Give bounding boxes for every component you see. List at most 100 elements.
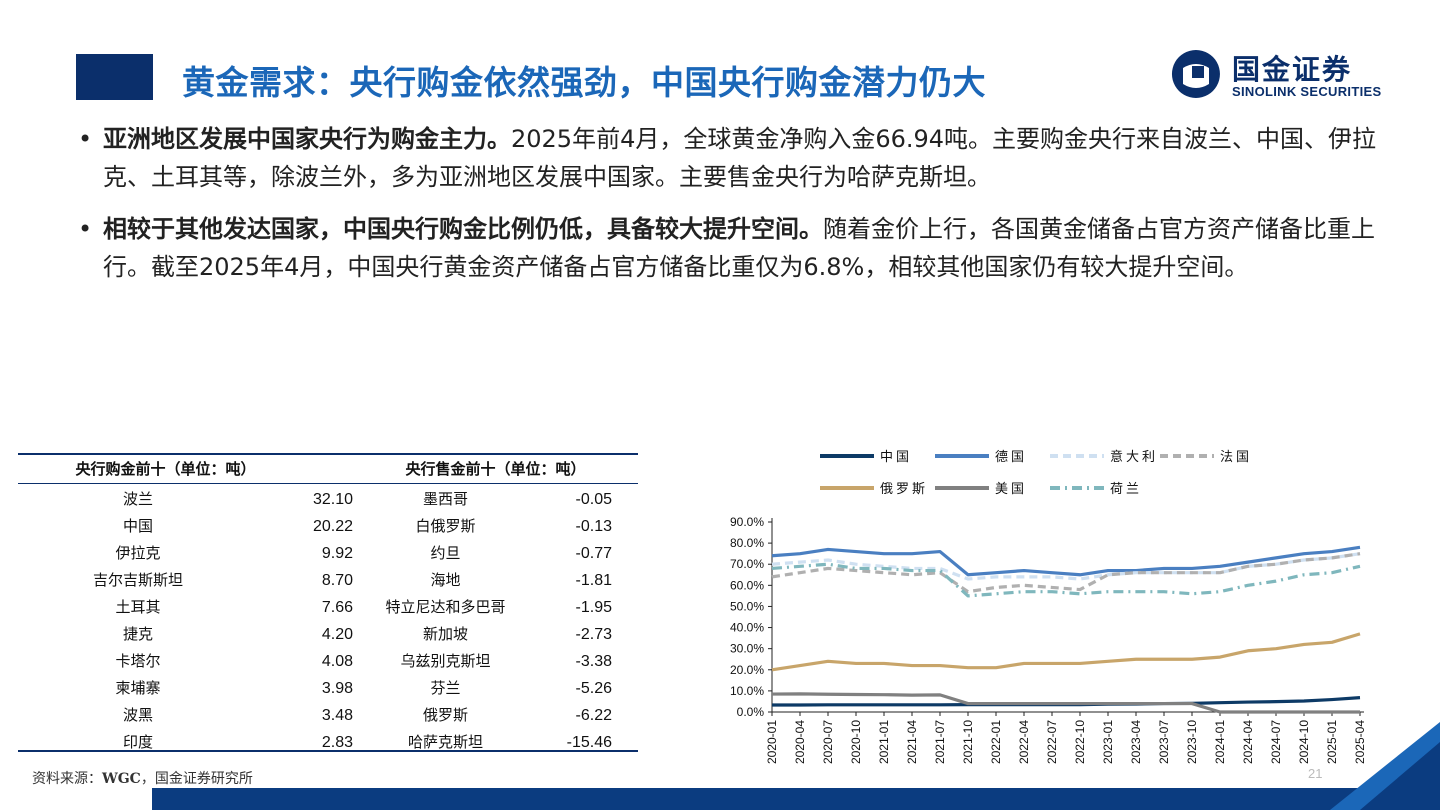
seller-name: 海地 (430, 571, 461, 589)
sell-value: -1.81 (575, 572, 612, 589)
sell-header: 央行售金前十（单位：吨） (405, 460, 586, 478)
seller-name: 乌兹别克斯坦 (400, 652, 491, 670)
source-bold: WGC (102, 771, 141, 787)
gold-reserve-share-chart: 0.0% 10.0% 20.0% 30.0% 40.0% 50.0% 60.0% 70.0% 8… (700, 438, 1380, 788)
sell-value: -0.05 (575, 491, 612, 508)
table-row: 印度 2.83 哈萨克斯坦 -15.46 (18, 729, 638, 756)
y-tick-label: 0.0% (737, 705, 765, 719)
seller-name: 白俄罗斯 (415, 517, 476, 535)
y-tick-label: 10.0% (730, 684, 764, 698)
series-line (771, 545, 1361, 577)
sell-value: -0.13 (575, 518, 612, 535)
table-header-row: 央行购金前十（单位：吨） 央行售金前十（单位：吨） (18, 456, 638, 483)
bullet-item: • 相较于其他发达国家，中国央行购金比例仍低，具备较大提升空间。随着金价上行，各… (78, 210, 1378, 286)
buyer-name: 中国 (122, 517, 153, 535)
x-tick-label: 2021-10 (961, 720, 975, 764)
buyer-name: 卡塔尔 (115, 652, 161, 670)
series-line (771, 552, 1361, 581)
y-tick-label: 50.0% (730, 599, 764, 613)
bullet-bold-text: 亚洲地区发展中国家央行为购金主力。 (103, 125, 511, 153)
buy-value: 32.10 (312, 491, 353, 508)
table-row: 伊拉克 9.92 约旦 -0.77 (18, 540, 638, 567)
page-title: 黄金需求：央行购金依然强劲，中国央行购金潜力仍大 (182, 63, 986, 102)
bullet-text: 随着金价上行，各国黄金储备占官方资产储备比重上行。截至2025年4月，中国央行黄… (103, 215, 1375, 281)
table-row: 土耳其 7.66 特立尼达和多巴哥 -1.95 (18, 594, 638, 621)
bullet-item: • 亚洲地区发展中国家央行为购金主力。2025年前4月，全球黄金净购入金66.9… (78, 120, 1378, 196)
bullet-list: • 亚洲地区发展中国家央行为购金主力。2025年前4月，全球黄金净购入金66.9… (78, 120, 1378, 300)
buyer-name: 波黑 (122, 706, 153, 724)
sell-value: -5.26 (575, 680, 612, 697)
title-accent-block (76, 54, 153, 100)
x-tick-label: 2022-04 (1017, 720, 1031, 764)
x-tick-label: 2024-04 (1241, 720, 1255, 764)
x-tick-label: 2023-01 (1101, 720, 1115, 764)
series-line (771, 552, 1361, 594)
x-tick-label: 2023-04 (1129, 720, 1143, 764)
x-tick-label: 2024-07 (1269, 720, 1283, 764)
y-tick-label: 40.0% (730, 621, 764, 635)
x-tick-label: 2025-01 (1325, 720, 1339, 764)
bullet-dot: • (78, 215, 93, 243)
x-tick-label: 2021-04 (905, 720, 919, 764)
x-tick-label: 2022-01 (989, 720, 1003, 764)
legend-label: 荷兰 (1110, 482, 1142, 497)
buy-value: 3.48 (321, 707, 353, 724)
table-row: 中国 20.22 白俄罗斯 -0.13 (18, 513, 638, 540)
seller-name: 约旦 (430, 544, 461, 562)
sell-value: -15.46 (566, 734, 612, 751)
logo-mark-icon (1171, 50, 1220, 98)
logo-chinese-name: 国金证券 (1232, 53, 1353, 86)
seller-name: 芬兰 (430, 679, 461, 697)
legend-label: 德国 (995, 450, 1027, 465)
buyer-name: 吉尔吉斯斯坦 (92, 571, 183, 589)
buy-value: 4.20 (321, 626, 353, 643)
x-tick-label: 2021-07 (933, 720, 947, 764)
buyer-name: 波兰 (122, 490, 153, 508)
legend-label: 中国 (880, 450, 912, 465)
page-number: 21 (1308, 766, 1323, 781)
buy-value: 8.70 (321, 572, 353, 589)
sell-value: -0.77 (575, 545, 612, 562)
table-row: 柬埔寨 3.98 芬兰 -5.26 (18, 675, 638, 702)
seller-name: 俄罗斯 (422, 706, 468, 724)
buyer-name: 印度 (122, 733, 153, 751)
x-tick-label: 2021-01 (877, 720, 891, 764)
buy-value: 3.98 (321, 680, 353, 697)
source-note: 资料来源：WGC，国金证券研究所 (32, 768, 253, 788)
sell-value: -3.38 (575, 653, 612, 670)
x-tick-label: 2024-10 (1297, 720, 1311, 764)
x-tick-label: 2023-10 (1185, 720, 1199, 764)
seller-name: 新加坡 (422, 625, 468, 643)
y-tick-label: 70.0% (730, 557, 764, 571)
bullet-text: 2025年前4月，全球黄金净购入金66.94吨。主要购金央行来自波兰、中国、伊拉… (103, 125, 1377, 191)
logo-english-name: SINOLINK SECURITIES (1232, 84, 1382, 99)
buyer-name: 土耳其 (115, 598, 161, 616)
seller-name: 墨西哥 (422, 490, 468, 508)
buy-value: 20.22 (312, 518, 353, 535)
legend-label: 法国 (1220, 450, 1252, 465)
company-logo: 国金证券 SINOLINK SECURITIES (1170, 46, 1410, 102)
series-line (771, 692, 1360, 714)
chart-svg: 0.0% 10.0% 20.0% 30.0% 40.0% 50.0% 60.0% 70.0% 8… (730, 449, 1367, 764)
y-tick-label: 90.0% (730, 515, 764, 529)
bullet-dot: • (78, 125, 93, 153)
x-tick-label: 2020-01 (765, 720, 779, 764)
table-row: 捷克 4.20 新加坡 -2.73 (18, 621, 638, 648)
x-tick-label: 2020-07 (821, 720, 835, 764)
buy-header: 央行购金前十（单位：吨） (75, 460, 256, 478)
buy-value: 9.92 (321, 545, 353, 562)
x-tick-label: 2025-04 (1353, 720, 1367, 764)
buyer-name: 伊拉克 (115, 544, 161, 562)
table-header-rule (18, 483, 638, 484)
table-row: 卡塔尔 4.08 乌兹别克斯坦 -3.38 (18, 648, 638, 675)
series-line (771, 562, 1361, 598)
seller-name: 特立尼达和多巴哥 (385, 598, 506, 616)
table-bottom-rule (18, 750, 638, 752)
footer-corner-decoration (1330, 722, 1440, 810)
x-tick-label: 2023-07 (1157, 720, 1171, 764)
buyer-name: 柬埔寨 (115, 679, 161, 697)
sell-value: -6.22 (575, 707, 612, 724)
x-tick-label: 2022-10 (1073, 720, 1087, 764)
bullet-bold-text: 相较于其他发达国家，中国央行购金比例仍低，具备较大提升空间。 (103, 215, 823, 243)
y-tick-label: 30.0% (730, 642, 764, 656)
